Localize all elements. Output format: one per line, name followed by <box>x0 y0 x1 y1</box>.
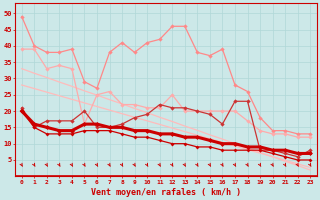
X-axis label: Vent moyen/en rafales ( km/h ): Vent moyen/en rafales ( km/h ) <box>91 188 241 197</box>
